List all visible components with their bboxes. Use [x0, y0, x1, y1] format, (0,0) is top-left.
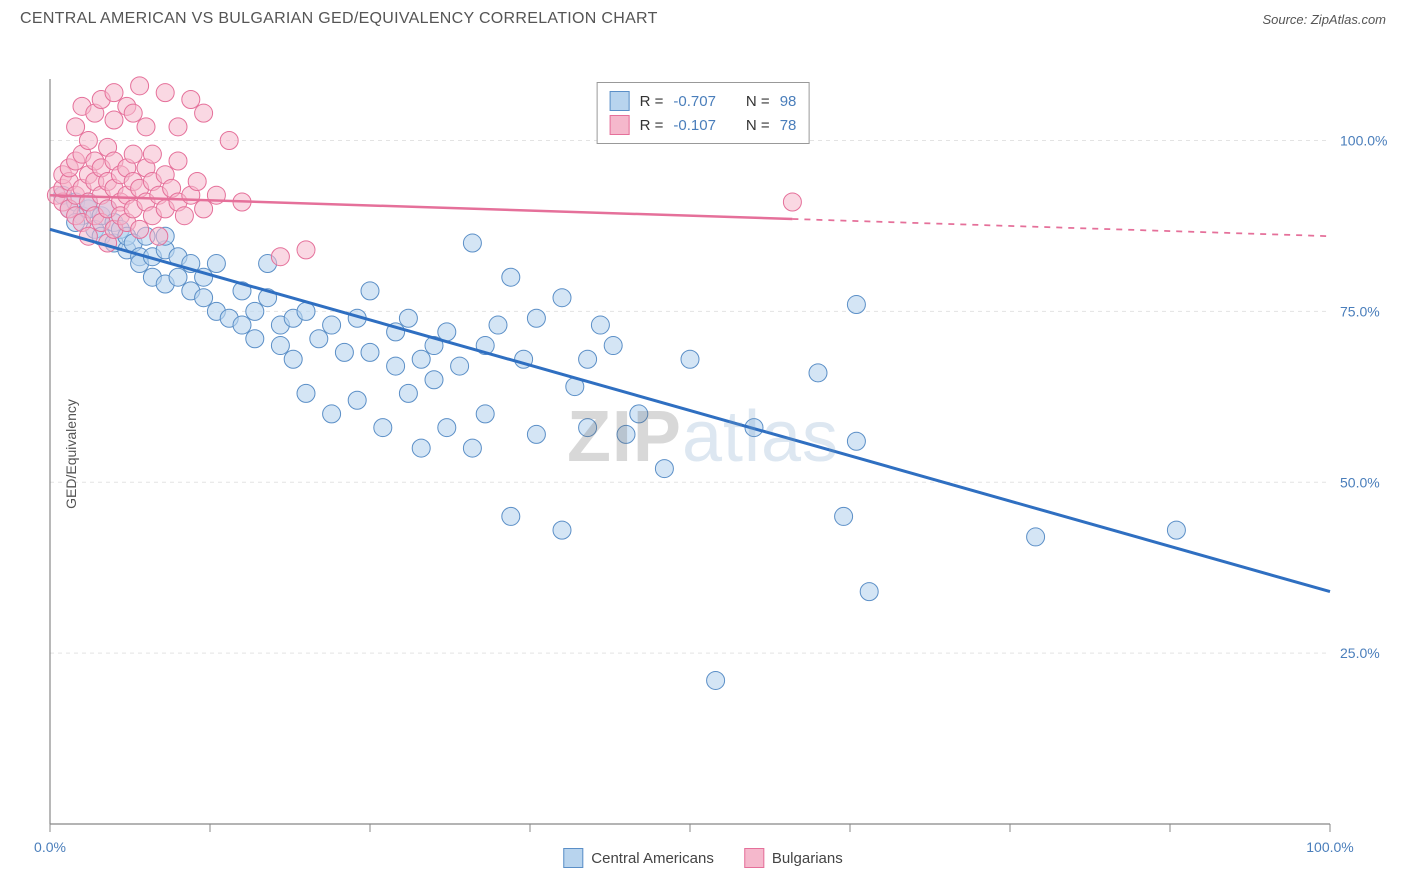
- svg-text:50.0%: 50.0%: [1340, 474, 1380, 490]
- svg-text:100.0%: 100.0%: [1306, 839, 1353, 855]
- correlation-legend: R = -0.707 N = 98 R = -0.107 N = 78: [597, 82, 810, 144]
- scatter-chart: 0.0% 100.0% 25.0% 50.0% 75.0% 100.0%: [0, 34, 1406, 874]
- y-axis-label: GED/Equivalency: [63, 399, 79, 509]
- svg-text:75.0%: 75.0%: [1340, 303, 1380, 319]
- swatch-series-2: [744, 848, 764, 868]
- legend-label-1: Central Americans: [591, 850, 714, 867]
- svg-text:100.0%: 100.0%: [1340, 133, 1387, 149]
- chart-title: CENTRAL AMERICAN VS BULGARIAN GED/EQUIVA…: [20, 10, 658, 28]
- n-value-1: 98: [780, 93, 797, 110]
- r-value-1: -0.707: [673, 93, 716, 110]
- n-label: N =: [746, 93, 770, 110]
- svg-text:25.0%: 25.0%: [1340, 645, 1380, 661]
- swatch-series-2: [610, 115, 630, 135]
- legend-label-2: Bulgarians: [772, 850, 843, 867]
- r-label: R =: [640, 93, 664, 110]
- legend-item-1: Central Americans: [563, 848, 714, 868]
- legend-row-2: R = -0.107 N = 78: [610, 113, 797, 137]
- chart-source: Source: ZipAtlas.com: [1262, 12, 1386, 27]
- r-label: R =: [640, 117, 664, 134]
- legend-row-1: R = -0.707 N = 98: [610, 89, 797, 113]
- n-label: N =: [746, 117, 770, 134]
- series-legend: Central Americans Bulgarians: [563, 848, 842, 868]
- svg-text:0.0%: 0.0%: [34, 839, 66, 855]
- legend-item-2: Bulgarians: [744, 848, 843, 868]
- swatch-series-1: [610, 91, 630, 111]
- r-value-2: -0.107: [673, 117, 716, 134]
- chart-container: GED/Equivalency 0.0% 100.0% 25.0% 50.0% 75.0…: [0, 34, 1406, 874]
- n-value-2: 78: [780, 117, 797, 134]
- swatch-series-1: [563, 848, 583, 868]
- chart-header: CENTRAL AMERICAN VS BULGARIAN GED/EQUIVA…: [0, 0, 1406, 34]
